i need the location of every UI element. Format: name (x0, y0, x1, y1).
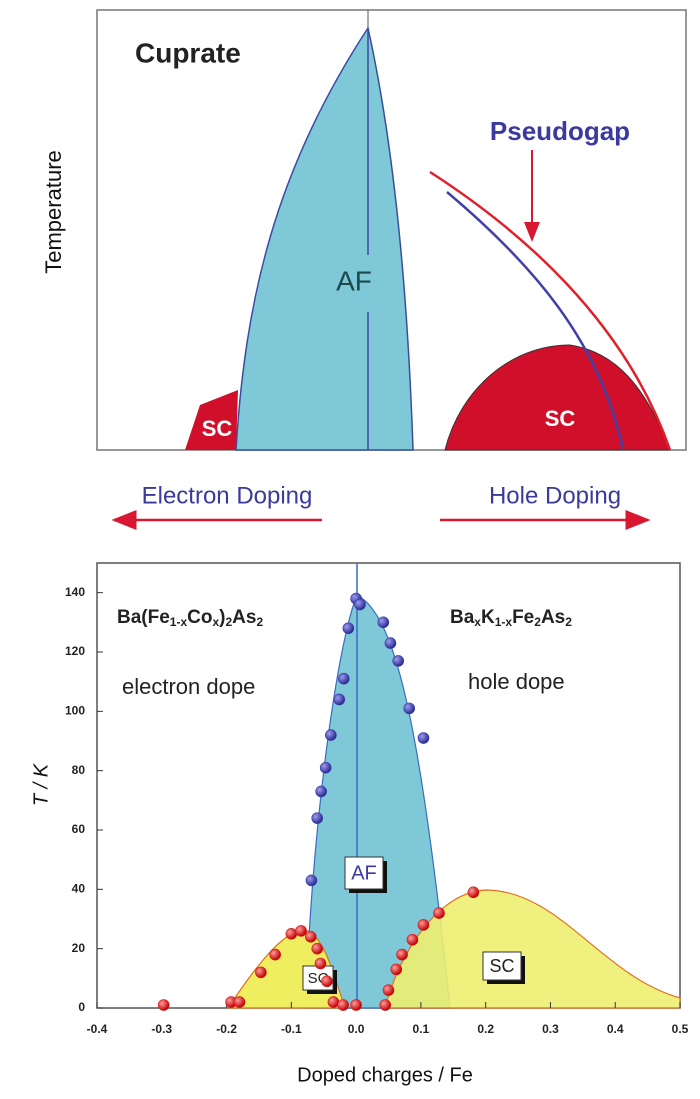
formula-part: As (232, 607, 256, 628)
bottom-panel: -0.4 -0.3 -0.2 -0.1 0.0 0.1 0.2 0.3 0.4 0.5 0 20 40 6… (30, 562, 689, 1086)
annotation: SC (202, 416, 233, 441)
data-point (354, 598, 366, 611)
label-box (482, 951, 522, 981)
data-point (433, 907, 445, 919)
y-tick-label: 120 (65, 644, 85, 658)
x-tick-label: 0.5 (672, 1022, 689, 1036)
formula-part: 2 (534, 615, 541, 629)
data-point (315, 785, 327, 798)
data-point (337, 999, 349, 1011)
annotation: SC (489, 956, 514, 976)
data-point (325, 729, 337, 741)
data-point (157, 999, 170, 1011)
data-point (319, 761, 332, 774)
annotation: Pseudogap (490, 116, 630, 146)
data-point (377, 616, 390, 629)
data-point (269, 948, 281, 961)
data-point (311, 812, 324, 824)
formula-part: 2 (225, 615, 232, 629)
pseudogap-curve (446, 191, 625, 451)
data-point (321, 975, 333, 988)
formula-part: x (212, 615, 219, 629)
data-point (382, 984, 395, 997)
data-point (305, 874, 318, 887)
formula-part: Fe (512, 607, 534, 628)
data-point (467, 886, 480, 899)
x-tick-label: 0.1 (413, 1022, 430, 1036)
y-axis-label: T / K (30, 762, 52, 806)
y-tick-label: 60 (72, 822, 86, 836)
data-point (327, 996, 340, 1008)
data-point (379, 999, 392, 1011)
x-axis-label: Doped charges / Fe (297, 1064, 473, 1086)
formula-part: K (481, 607, 495, 628)
data-point (338, 672, 350, 685)
x-tick-label: -0.2 (216, 1022, 237, 1036)
data-point (392, 655, 405, 667)
y-tick-label: 140 (65, 585, 85, 599)
title: Cuprate (135, 37, 241, 68)
y-tick-label: 80 (72, 763, 86, 777)
x-tick-label: -0.4 (87, 1022, 108, 1036)
y-tick-label: 40 (72, 882, 86, 896)
data-point (417, 919, 430, 931)
data-point (233, 996, 246, 1008)
formula-part: Co (187, 607, 212, 628)
annotation: AF (336, 265, 372, 296)
arrow-label: Electron Doping (142, 482, 313, 509)
arrow-label: Hole Doping (489, 482, 621, 509)
formula-part: 1-x (495, 615, 513, 629)
formula-part: 2 (565, 615, 572, 629)
data-point (304, 930, 317, 943)
formula-part: ) (219, 607, 225, 628)
data-point (314, 957, 327, 970)
x-tick-label: 0.4 (607, 1022, 624, 1036)
data-point (342, 622, 355, 635)
data-point (406, 933, 419, 946)
data-point (285, 928, 298, 940)
x-tick-label: 0.3 (542, 1022, 559, 1036)
data-point (390, 963, 403, 976)
sc-region (185, 390, 238, 450)
formula-part: Ba(Fe (117, 607, 170, 628)
y-tick-label: 0 (78, 1000, 85, 1014)
annotation: hole dope (468, 669, 565, 694)
data-point (295, 925, 307, 937)
sc-region (444, 344, 671, 451)
pseudogap-curve (429, 170, 672, 451)
y-tick-label: 20 (72, 941, 86, 955)
data-point (255, 966, 267, 979)
formula: Ba(Fe1-xCox)2As2 (117, 607, 263, 629)
x-tick-label: -0.1 (281, 1022, 302, 1036)
formula-part: 2 (256, 615, 263, 629)
formula-part: As (541, 607, 565, 628)
x-tick-label: 0.2 (477, 1022, 494, 1036)
data-point (384, 637, 397, 649)
formula: BaxK1-xFe2As2 (450, 607, 572, 629)
formula-part: x (474, 615, 481, 629)
formula-part: 1-x (170, 615, 188, 629)
label-box (344, 856, 384, 890)
x-tick-label: -0.3 (151, 1022, 172, 1036)
data-point (311, 942, 324, 955)
annotation: electron dope (122, 674, 255, 699)
top-panel: Cuprate Temperature AF SC SC Pseudogap E… (41, 9, 687, 530)
y-tick-label: 100 (65, 704, 85, 718)
x-tick-label: 0.0 (348, 1022, 365, 1036)
data-point (333, 693, 346, 706)
data-point (350, 999, 362, 1011)
annotation: SC (545, 406, 576, 431)
formula-part: Ba (450, 607, 475, 628)
sc-region (384, 889, 681, 1009)
data-point (396, 948, 408, 961)
data-point (417, 732, 430, 744)
annotation: AF (351, 862, 377, 884)
data-point (403, 702, 416, 715)
y-axis-label: Temperature (41, 150, 66, 274)
